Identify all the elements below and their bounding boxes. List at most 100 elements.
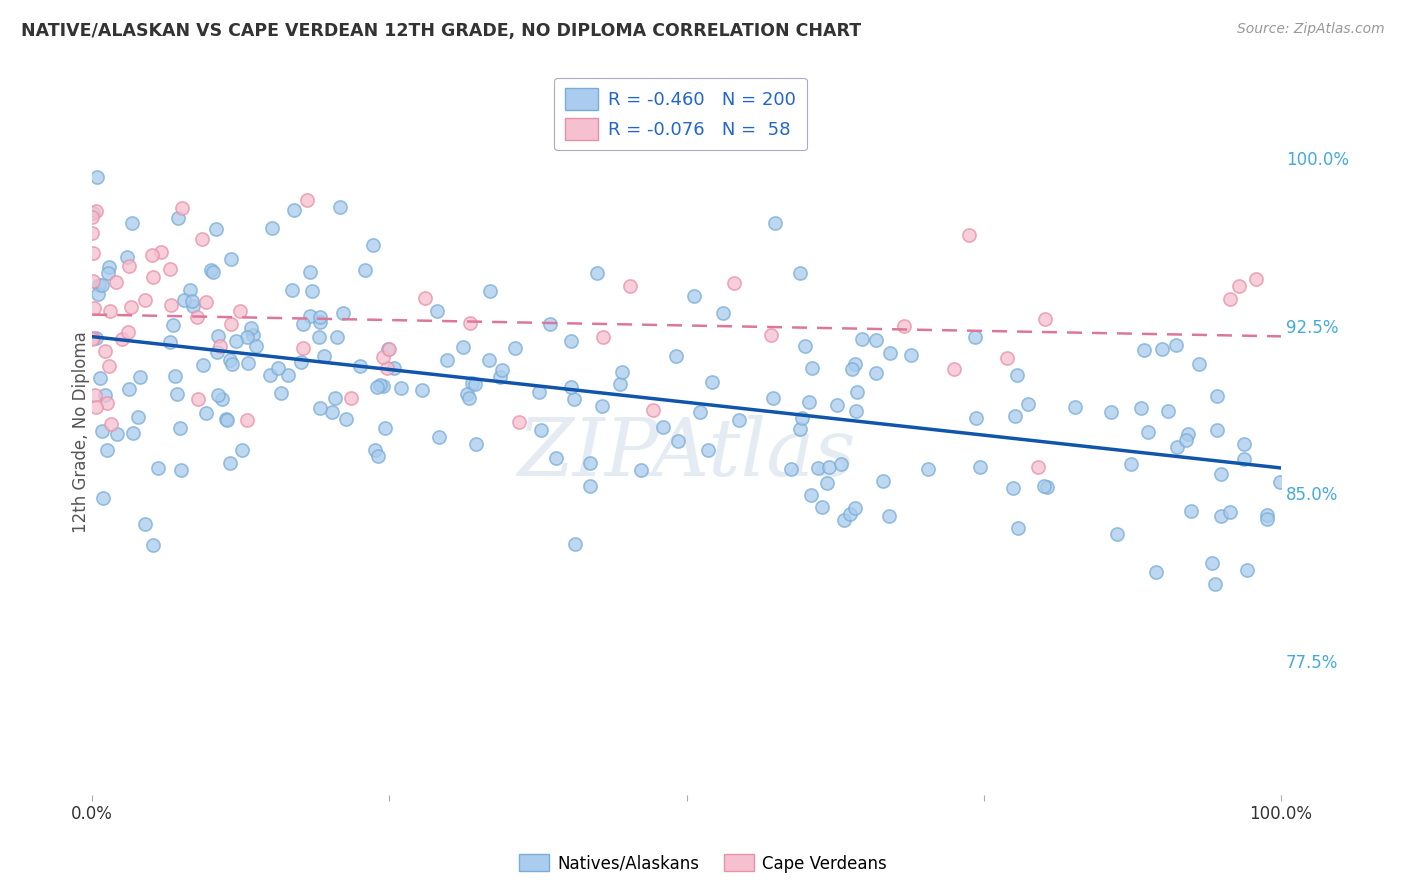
Point	[1227, 278, 1250, 293]
Point	[159, 335, 181, 350]
Point	[329, 200, 352, 214]
Point	[844, 357, 866, 371]
Point	[457, 391, 479, 405]
Point	[323, 391, 346, 405]
Point	[180, 293, 202, 308]
Point	[229, 303, 252, 318]
Point	[830, 458, 852, 472]
Point	[696, 442, 718, 457]
Point	[413, 291, 436, 305]
Point	[794, 339, 817, 353]
Point	[1099, 404, 1122, 418]
Point	[965, 410, 987, 425]
Point	[115, 250, 138, 264]
Point	[291, 341, 314, 355]
Point	[219, 352, 242, 367]
Point	[1107, 527, 1129, 541]
Point	[96, 442, 118, 457]
Point	[1036, 480, 1059, 494]
Point	[167, 211, 190, 226]
Point	[1166, 440, 1188, 454]
Point	[86, 169, 108, 184]
Point	[1152, 342, 1174, 356]
Point	[262, 220, 284, 235]
Y-axis label: 12th Grade, No Diploma: 12th Grade, No Diploma	[72, 331, 90, 533]
Point	[426, 304, 449, 318]
Point	[194, 406, 217, 420]
Point	[807, 461, 830, 475]
Point	[166, 387, 188, 401]
Point	[538, 317, 561, 331]
Point	[146, 460, 169, 475]
Point	[780, 462, 803, 476]
Legend: Natives/Alaskans, Cape Verdeans: Natives/Alaskans, Cape Verdeans	[512, 847, 894, 880]
Point	[877, 508, 900, 523]
Point	[270, 385, 292, 400]
Point	[200, 263, 222, 277]
Point	[1244, 272, 1267, 286]
Point	[245, 339, 267, 353]
Point	[630, 463, 652, 477]
Point	[142, 537, 165, 551]
Point	[666, 434, 689, 448]
Point	[283, 203, 305, 218]
Point	[309, 315, 332, 329]
Point	[789, 422, 811, 436]
Point	[1268, 475, 1291, 490]
Point	[211, 392, 233, 406]
Point	[321, 405, 343, 419]
Point	[865, 366, 887, 380]
Point	[1233, 451, 1256, 466]
Point	[221, 357, 243, 371]
Point	[89, 370, 111, 384]
Point	[122, 426, 145, 441]
Point	[94, 344, 117, 359]
Point	[354, 262, 377, 277]
Text: NATIVE/ALASKAN VS CAPE VERDEAN 12TH GRADE, NO DIPLOMA CORRELATION CHART: NATIVE/ALASKAN VS CAPE VERDEAN 12TH GRAD…	[21, 22, 862, 40]
Point	[1004, 409, 1026, 423]
Point	[194, 294, 217, 309]
Point	[308, 330, 330, 344]
Point	[963, 330, 986, 344]
Point	[165, 368, 187, 383]
Point	[298, 309, 321, 323]
Point	[789, 267, 811, 281]
Point	[202, 265, 225, 279]
Point	[382, 361, 405, 376]
Point	[236, 413, 259, 427]
Point	[187, 392, 209, 407]
Point	[427, 430, 450, 444]
Point	[90, 424, 112, 438]
Point	[242, 327, 264, 342]
Point	[371, 350, 394, 364]
Point	[207, 329, 229, 343]
Point	[491, 363, 513, 377]
Point	[181, 299, 204, 313]
Point	[193, 358, 215, 372]
Point	[150, 245, 173, 260]
Point	[844, 500, 866, 515]
Point	[186, 310, 208, 325]
Point	[363, 442, 385, 457]
Point	[817, 460, 839, 475]
Point	[1236, 563, 1258, 577]
Point	[1137, 425, 1160, 439]
Point	[643, 402, 665, 417]
Point	[801, 361, 824, 376]
Point	[1002, 481, 1025, 495]
Point	[290, 355, 312, 369]
Point	[82, 211, 104, 225]
Point	[1219, 505, 1241, 519]
Point	[219, 252, 242, 266]
Point	[479, 284, 502, 298]
Point	[585, 266, 607, 280]
Point	[87, 287, 110, 301]
Legend: R = -0.460   N = 200, R = -0.076   N =  58: R = -0.460 N = 200, R = -0.076 N = 58	[554, 78, 807, 151]
Point	[374, 421, 396, 435]
Point	[799, 395, 821, 409]
Point	[170, 462, 193, 476]
Point	[169, 420, 191, 434]
Point	[832, 513, 855, 527]
Point	[453, 340, 475, 354]
Point	[458, 316, 481, 330]
